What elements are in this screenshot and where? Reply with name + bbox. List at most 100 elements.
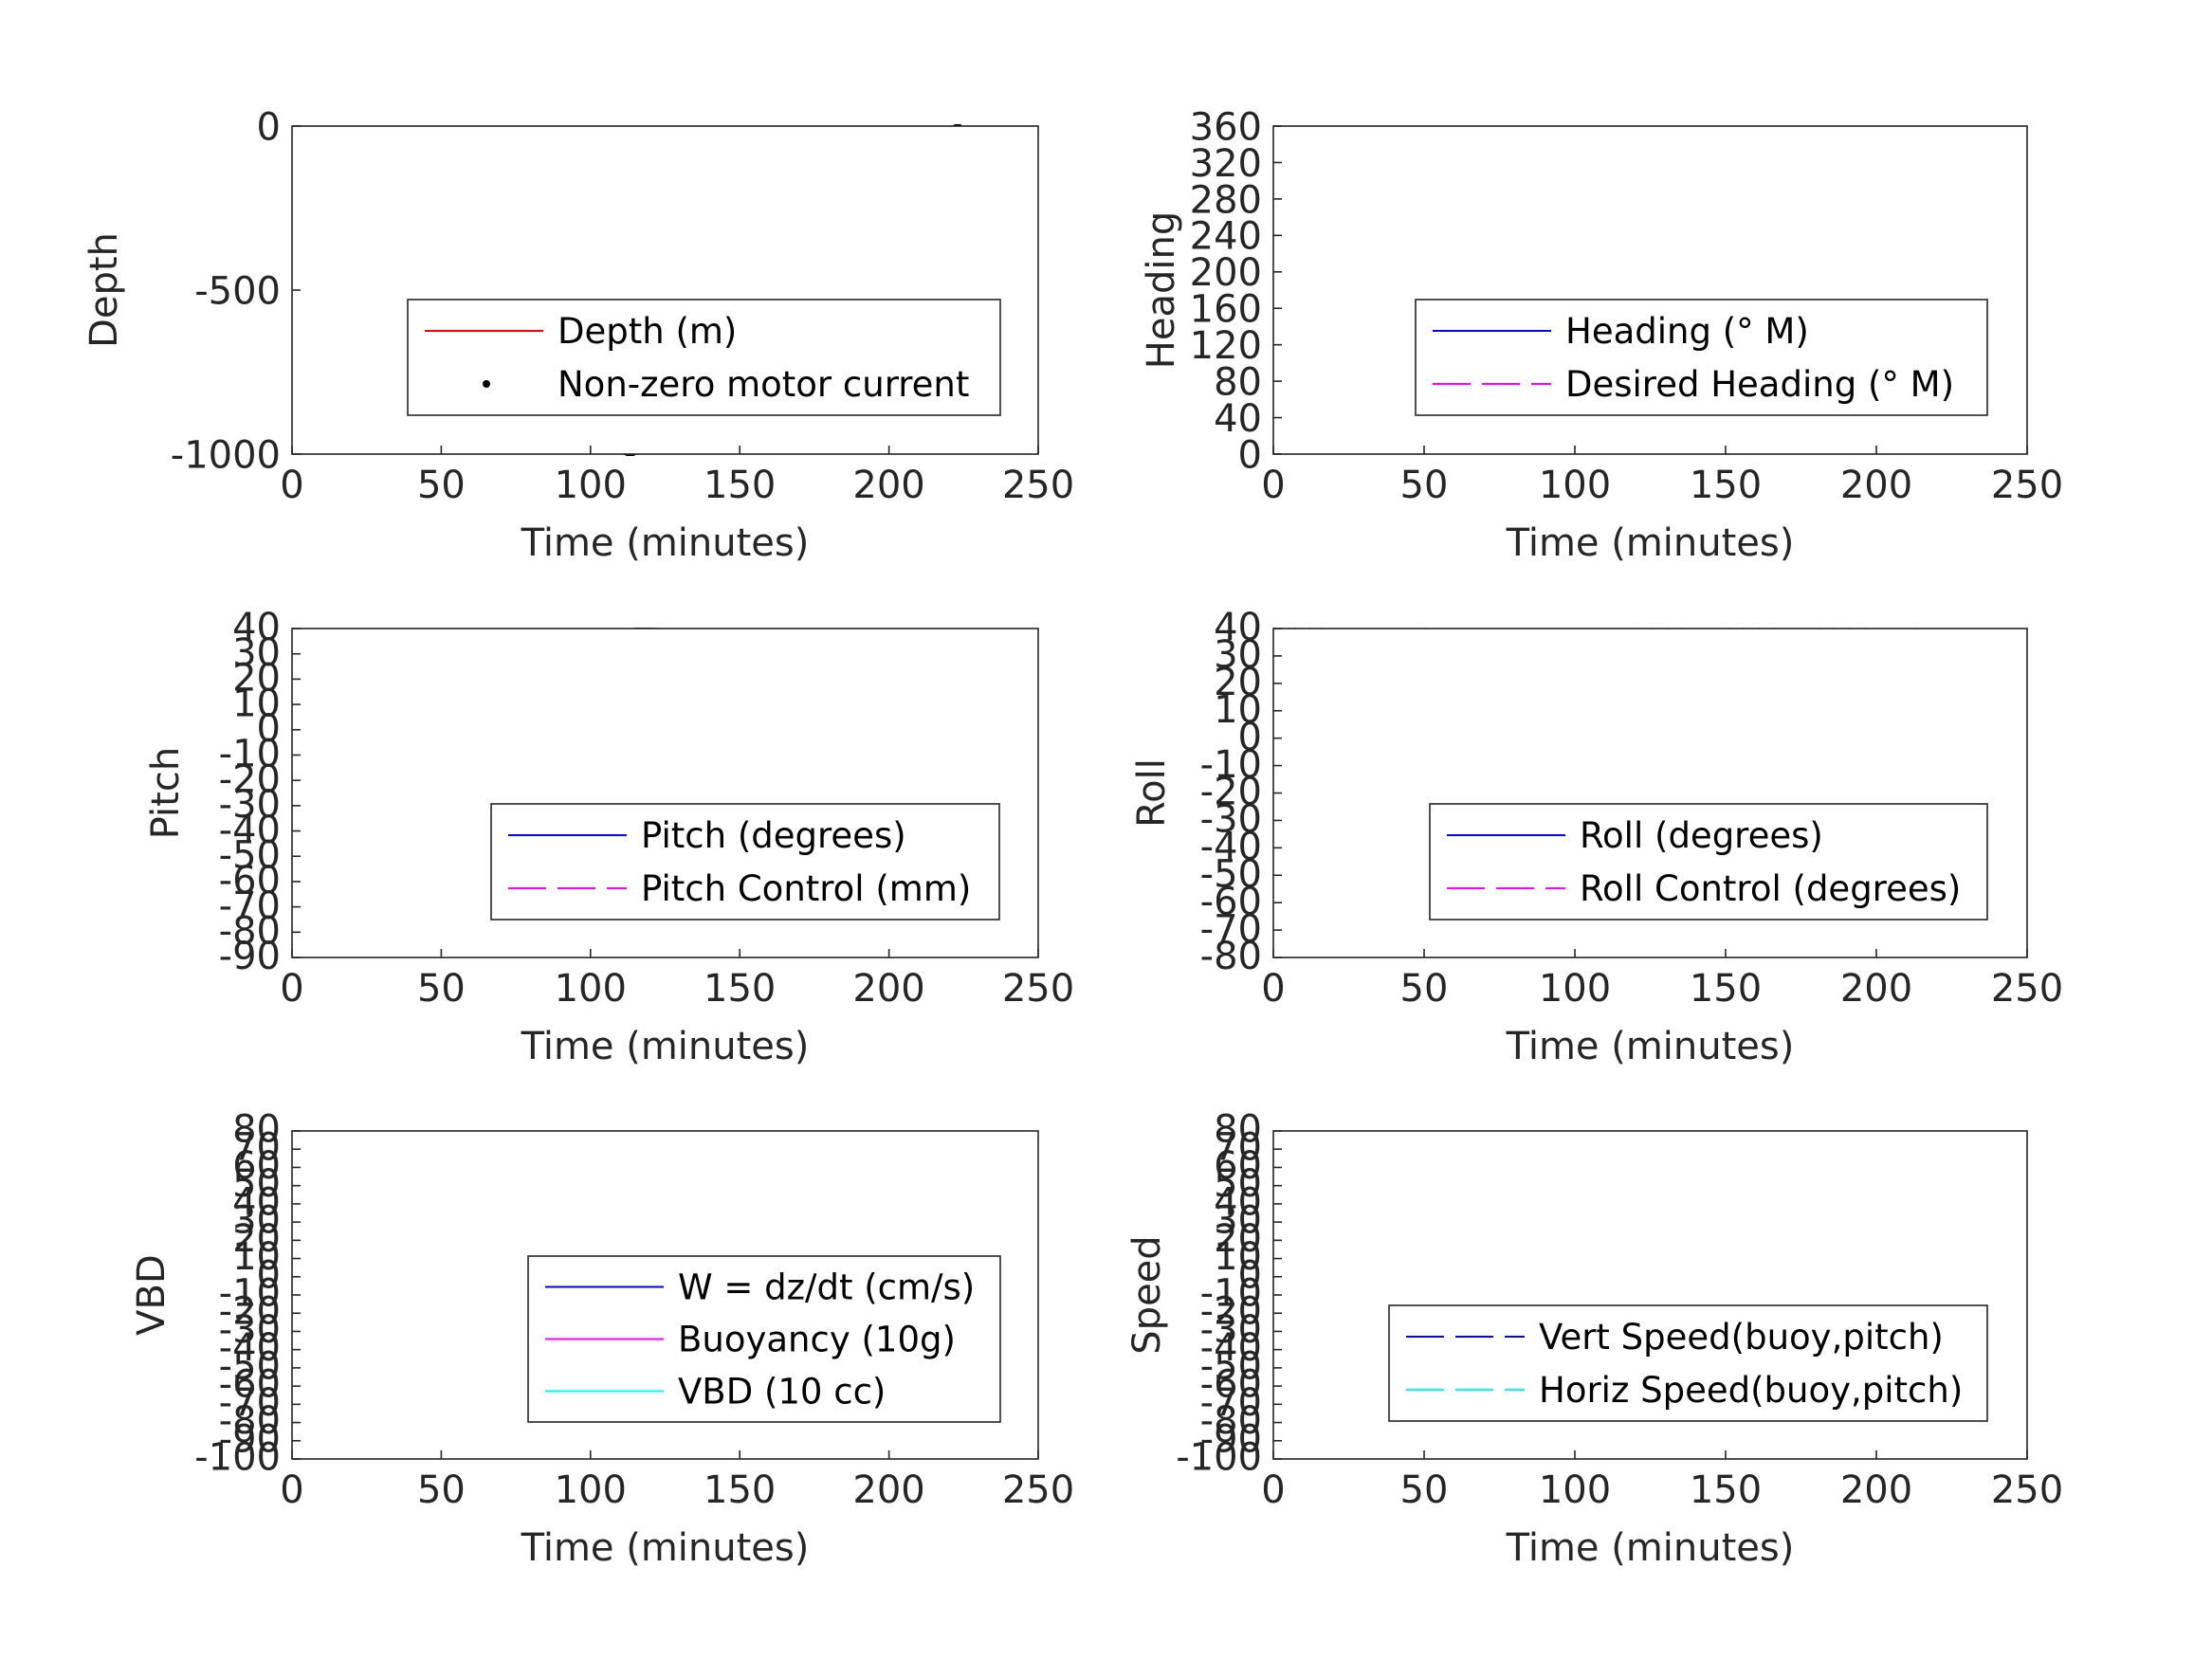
x-tick-label: 250 bbox=[1002, 1468, 1074, 1512]
legend: Pitch (degrees) Pitch Control (mm) bbox=[490, 803, 1000, 921]
y-tick-label: -30 bbox=[1200, 1308, 1262, 1352]
y-tick-label: 70 bbox=[232, 1126, 281, 1170]
x-tick-label: 150 bbox=[1690, 1468, 1762, 1512]
y-tick-label: -70 bbox=[1200, 907, 1262, 951]
y-tick-label: -50 bbox=[219, 1344, 281, 1388]
x-tick-label: 100 bbox=[1539, 967, 1611, 1011]
y-tick-label: 60 bbox=[232, 1144, 281, 1188]
x-axis-label: Time (minutes) bbox=[1506, 1025, 1795, 1068]
x-axis-label: Time (minutes) bbox=[1506, 521, 1795, 565]
x-axis-label: Time (minutes) bbox=[521, 1025, 810, 1068]
x-tick-label: 0 bbox=[1261, 464, 1285, 507]
y-tick-label: -50 bbox=[219, 833, 281, 877]
x-axis-label: Time (minutes) bbox=[1506, 1526, 1795, 1570]
x-tick-label: 200 bbox=[852, 464, 924, 507]
y-tick-label: -10 bbox=[219, 1272, 281, 1316]
x-tick-label: 100 bbox=[555, 464, 627, 507]
x-tick-label: 50 bbox=[1400, 464, 1449, 507]
y-tick-label: -60 bbox=[1200, 880, 1262, 923]
y-tick-label: 60 bbox=[1214, 1144, 1262, 1188]
legend-label: Vert Speed(buoy,pitch) bbox=[1539, 1317, 1944, 1358]
y-tick-label: -500 bbox=[194, 269, 281, 313]
x-tick-label: 0 bbox=[280, 1468, 303, 1512]
y-tick-label: -40 bbox=[1200, 1326, 1262, 1370]
y-tick-label: 20 bbox=[232, 657, 281, 701]
y-axis-label: Heading bbox=[1140, 211, 1183, 369]
y-tick-label: -70 bbox=[219, 884, 281, 928]
legend: Vert Speed(buoy,pitch) Horiz Speed(buoy,p… bbox=[1388, 1304, 1988, 1422]
x-tick-label: 250 bbox=[1991, 1468, 2063, 1512]
y-tick-label: -90 bbox=[219, 1417, 281, 1461]
x-tick-label: 100 bbox=[555, 1468, 627, 1512]
x-tick-label: 150 bbox=[1690, 464, 1762, 507]
y-tick-label: -80 bbox=[219, 910, 281, 954]
x-tick-label: 250 bbox=[1002, 967, 1074, 1011]
chart-pitch: 0 50 100 150 200 250-90-80-70-60-50-40-30-20-… bbox=[144, 606, 1074, 1068]
x-tick-label: 250 bbox=[1991, 967, 2063, 1011]
y-tick-label: 20 bbox=[232, 1217, 281, 1261]
x-tick-label: 0 bbox=[1261, 1468, 1285, 1512]
y-axis-label: Speed bbox=[1125, 1235, 1169, 1354]
y-tick-label: -60 bbox=[219, 1363, 281, 1407]
legend-label: Heading (° M) bbox=[1565, 311, 1809, 352]
legend-label: Depth (m) bbox=[558, 311, 737, 352]
x-tick-label: 150 bbox=[704, 967, 776, 1011]
chart-depth: 0 50 100 150 200 250 -1000 -500 0 Time (minutes) D… bbox=[82, 105, 1074, 565]
x-tick-label: 200 bbox=[1840, 464, 1912, 507]
x-axis-label: Time (minutes) bbox=[521, 521, 810, 565]
y-tick-label: 80 bbox=[232, 1108, 281, 1152]
x-tick-label: 50 bbox=[417, 967, 466, 1011]
x-tick-label: 100 bbox=[555, 967, 627, 1011]
x-tick-label: 50 bbox=[1400, 1468, 1449, 1512]
y-tick-label: -40 bbox=[219, 809, 281, 852]
y-tick-label: -50 bbox=[1200, 852, 1262, 896]
y-tick-label: 0 bbox=[1238, 716, 1262, 759]
y-axis-label: Depth bbox=[82, 232, 126, 348]
y-tick-label: -80 bbox=[1200, 935, 1262, 978]
legend-box bbox=[1415, 299, 1988, 416]
legend: Heading (° M) Desired Heading (° M) bbox=[1415, 299, 1988, 416]
y-tick-label: 40 bbox=[1214, 1180, 1262, 1224]
y-tick-label: 20 bbox=[1214, 1217, 1262, 1261]
chart-vbd: 0 50 100 150 200 250-100-90-80-70-60-50-40-30… bbox=[130, 1108, 1074, 1570]
y-tick-label: -70 bbox=[219, 1381, 281, 1425]
y-tick-label: 0 bbox=[1238, 433, 1262, 477]
y-tick-label: -60 bbox=[219, 859, 281, 902]
x-axis-label: Time (minutes) bbox=[521, 1526, 810, 1570]
y-tick-label: -30 bbox=[1200, 798, 1262, 842]
y-tick-label: 360 bbox=[1190, 105, 1262, 149]
legend: W = dz/dt (cm/s) Buoyancy (10g) VBD (10 cc… bbox=[527, 1255, 1001, 1423]
y-tick-label: -50 bbox=[1200, 1344, 1262, 1388]
y-tick-label: 40 bbox=[232, 1180, 281, 1224]
x-tick-label: 100 bbox=[1539, 1468, 1611, 1512]
chart-roll: 0 50 100 150 200 250-80-70-60-50-40-30-20-100… bbox=[1130, 606, 2063, 1068]
chart-heading: 0 50 100 150 200 2500408012016020024028032036… bbox=[1140, 105, 2063, 565]
y-tick-label: -20 bbox=[1200, 771, 1262, 814]
y-tick-label: 50 bbox=[1214, 1162, 1262, 1206]
y-tick-label: 280 bbox=[1190, 178, 1262, 222]
legend-label: W = dz/dt (cm/s) bbox=[678, 1267, 975, 1308]
y-tick-label: 0 bbox=[257, 707, 281, 751]
legend: Depth (m) Non-zero motor current bbox=[407, 299, 1001, 416]
y-axis-label: Roll bbox=[1130, 758, 1174, 828]
y-tick-label: 10 bbox=[232, 682, 281, 725]
y-tick-label: -30 bbox=[219, 783, 281, 827]
x-tick-label: 250 bbox=[1991, 464, 2063, 507]
legend-box bbox=[490, 803, 1000, 921]
legend-label: Horiz Speed(buoy,pitch) bbox=[1539, 1370, 1963, 1411]
x-tick-label: 0 bbox=[280, 464, 303, 507]
y-tick-label: 20 bbox=[1214, 661, 1262, 704]
y-tick-label: 30 bbox=[232, 1199, 281, 1243]
x-tick-label: 150 bbox=[704, 464, 776, 507]
y-tick-label: -10 bbox=[219, 733, 281, 776]
legend-label: Buoyancy (10g) bbox=[678, 1320, 956, 1360]
y-tick-label: 120 bbox=[1190, 324, 1262, 368]
y-tick-label: 160 bbox=[1190, 288, 1262, 332]
y-tick-label: -80 bbox=[1200, 1399, 1262, 1443]
x-tick-label: 50 bbox=[1400, 967, 1449, 1011]
y-tick-label: 80 bbox=[1214, 1108, 1262, 1152]
chart-speed: 0 50 100 150 200 250-100-90-80-70-60-50-40-30… bbox=[1125, 1108, 2063, 1570]
y-tick-label: 40 bbox=[1214, 606, 1262, 649]
y-tick-label: -40 bbox=[1200, 826, 1262, 869]
y-axis-label: VBD bbox=[130, 1254, 174, 1336]
